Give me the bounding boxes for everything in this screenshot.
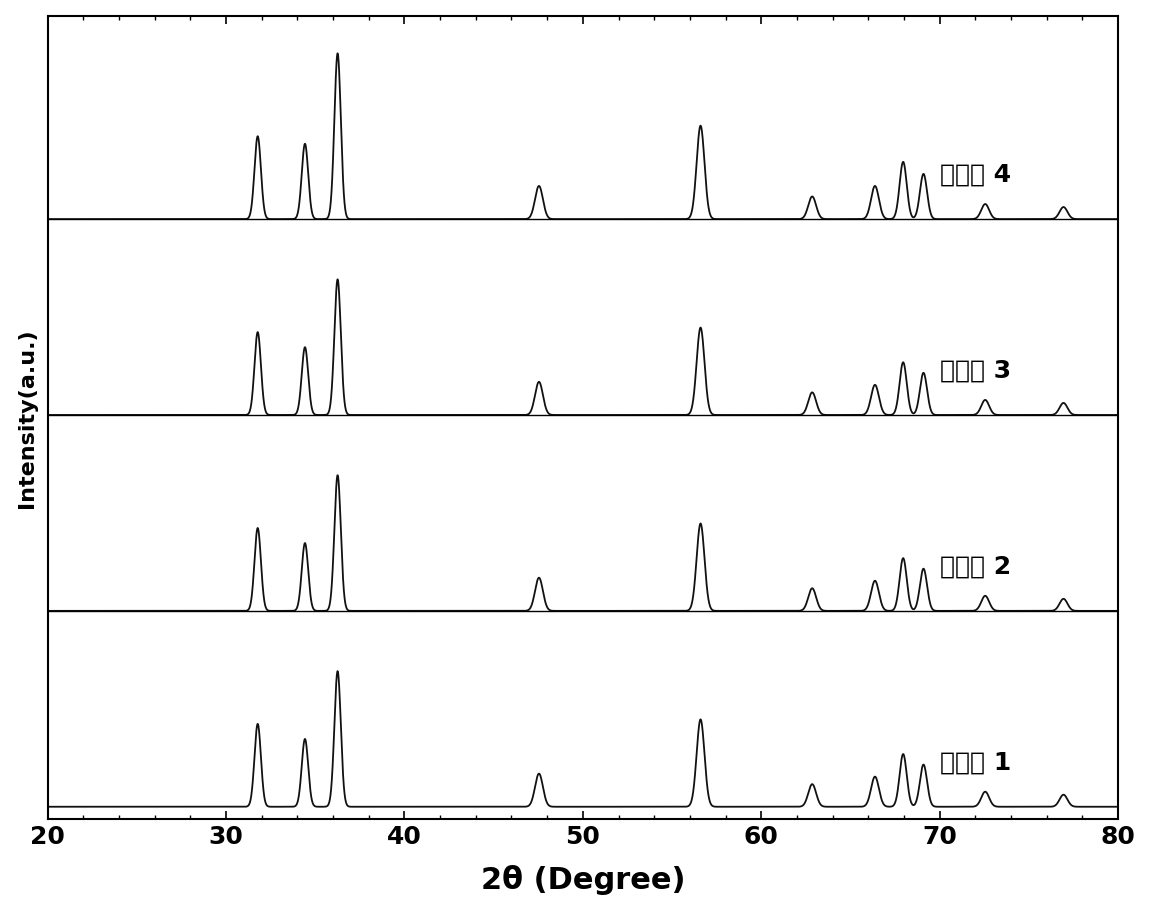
Text: 实施例 1: 实施例 1: [940, 750, 1010, 773]
Text: 实施例 4: 实施例 4: [940, 163, 1010, 187]
X-axis label: 2θ (Degree): 2θ (Degree): [480, 865, 685, 895]
Text: 实施例 2: 实施例 2: [940, 554, 1010, 578]
Y-axis label: Intensity(a.u.): Intensity(a.u.): [16, 328, 37, 507]
Text: 实施例 3: 实施例 3: [940, 358, 1010, 383]
